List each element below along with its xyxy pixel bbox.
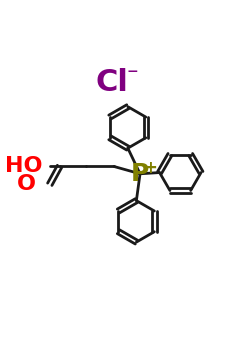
Text: O: O <box>17 174 36 194</box>
Text: HO: HO <box>6 156 43 176</box>
Text: ⁻: ⁻ <box>127 66 138 86</box>
Text: +: + <box>143 159 157 177</box>
Text: P: P <box>131 162 149 186</box>
Text: Cl: Cl <box>96 68 128 97</box>
